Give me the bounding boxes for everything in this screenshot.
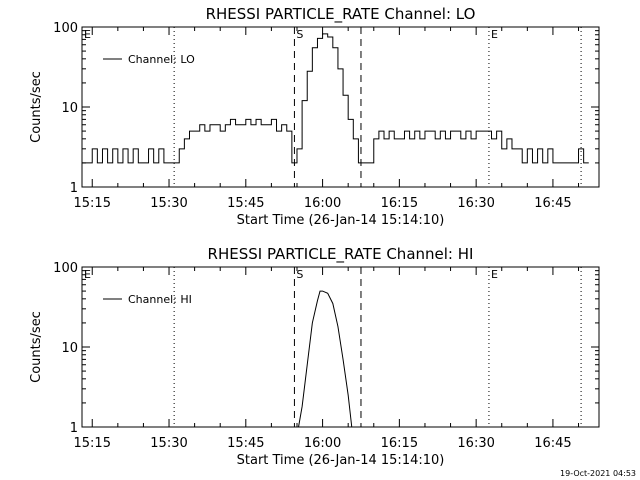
marker-label: S [296,268,303,281]
x-tick-label: 16:15 [381,436,418,451]
marker-label: E [84,28,91,41]
y-tick-label: 100 [53,21,78,36]
y-axis-label: Counts/sec [29,71,44,143]
x-tick-label: 16:30 [457,196,494,211]
y-tick-label: 10 [61,101,78,116]
footer-timestamp: 19-Oct-2021 04:53 [560,469,636,478]
y-axis-label: Counts/sec [29,311,44,383]
x-tick-label: 15:15 [74,436,111,451]
marker-label: E [491,268,498,281]
series-line [298,290,353,428]
x-tick-label: 16:00 [304,196,341,211]
plot-frame [81,266,600,428]
chart-title: RHESSI PARTICLE_RATE Channel: LO [206,5,476,24]
marker-label: E [491,28,498,41]
x-tick-label: 16:45 [534,436,571,451]
series-line [82,33,589,164]
x-tick-label: 15:45 [227,196,264,211]
x-tick-label: 15:15 [74,196,111,211]
x-tick-label: 16:15 [381,196,418,211]
x-tick-label: 15:30 [150,436,187,451]
marker-label: S [296,28,303,41]
x-tick-label: 16:00 [304,436,341,451]
x-tick-label: 15:30 [150,196,187,211]
x-tick-label: 15:45 [227,436,264,451]
y-tick-label: 10 [61,341,78,356]
legend-entry: Channel: HI [128,293,192,306]
x-axis-label: Start Time (26-Jan-14 15:14:10) [237,453,445,468]
x-tick-label: 16:30 [457,436,494,451]
y-tick-label: 1 [70,181,78,196]
y-tick-label: 1 [70,421,78,436]
chart-title: RHESSI PARTICLE_RATE Channel: HI [208,245,474,264]
x-axis-label: Start Time (26-Jan-14 15:14:10) [237,213,445,228]
legend-entry: Channel: LO [128,53,195,66]
marker-label: E [84,268,91,281]
y-tick-label: 100 [53,261,78,276]
x-tick-label: 16:45 [534,196,571,211]
plot-frame [81,26,600,188]
